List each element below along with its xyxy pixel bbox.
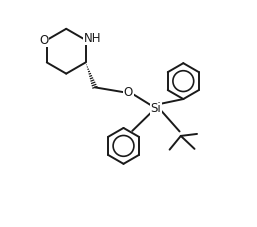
Text: O: O — [124, 86, 133, 99]
Text: O: O — [39, 34, 48, 47]
Text: Si: Si — [151, 102, 161, 115]
Text: NH: NH — [84, 32, 101, 44]
